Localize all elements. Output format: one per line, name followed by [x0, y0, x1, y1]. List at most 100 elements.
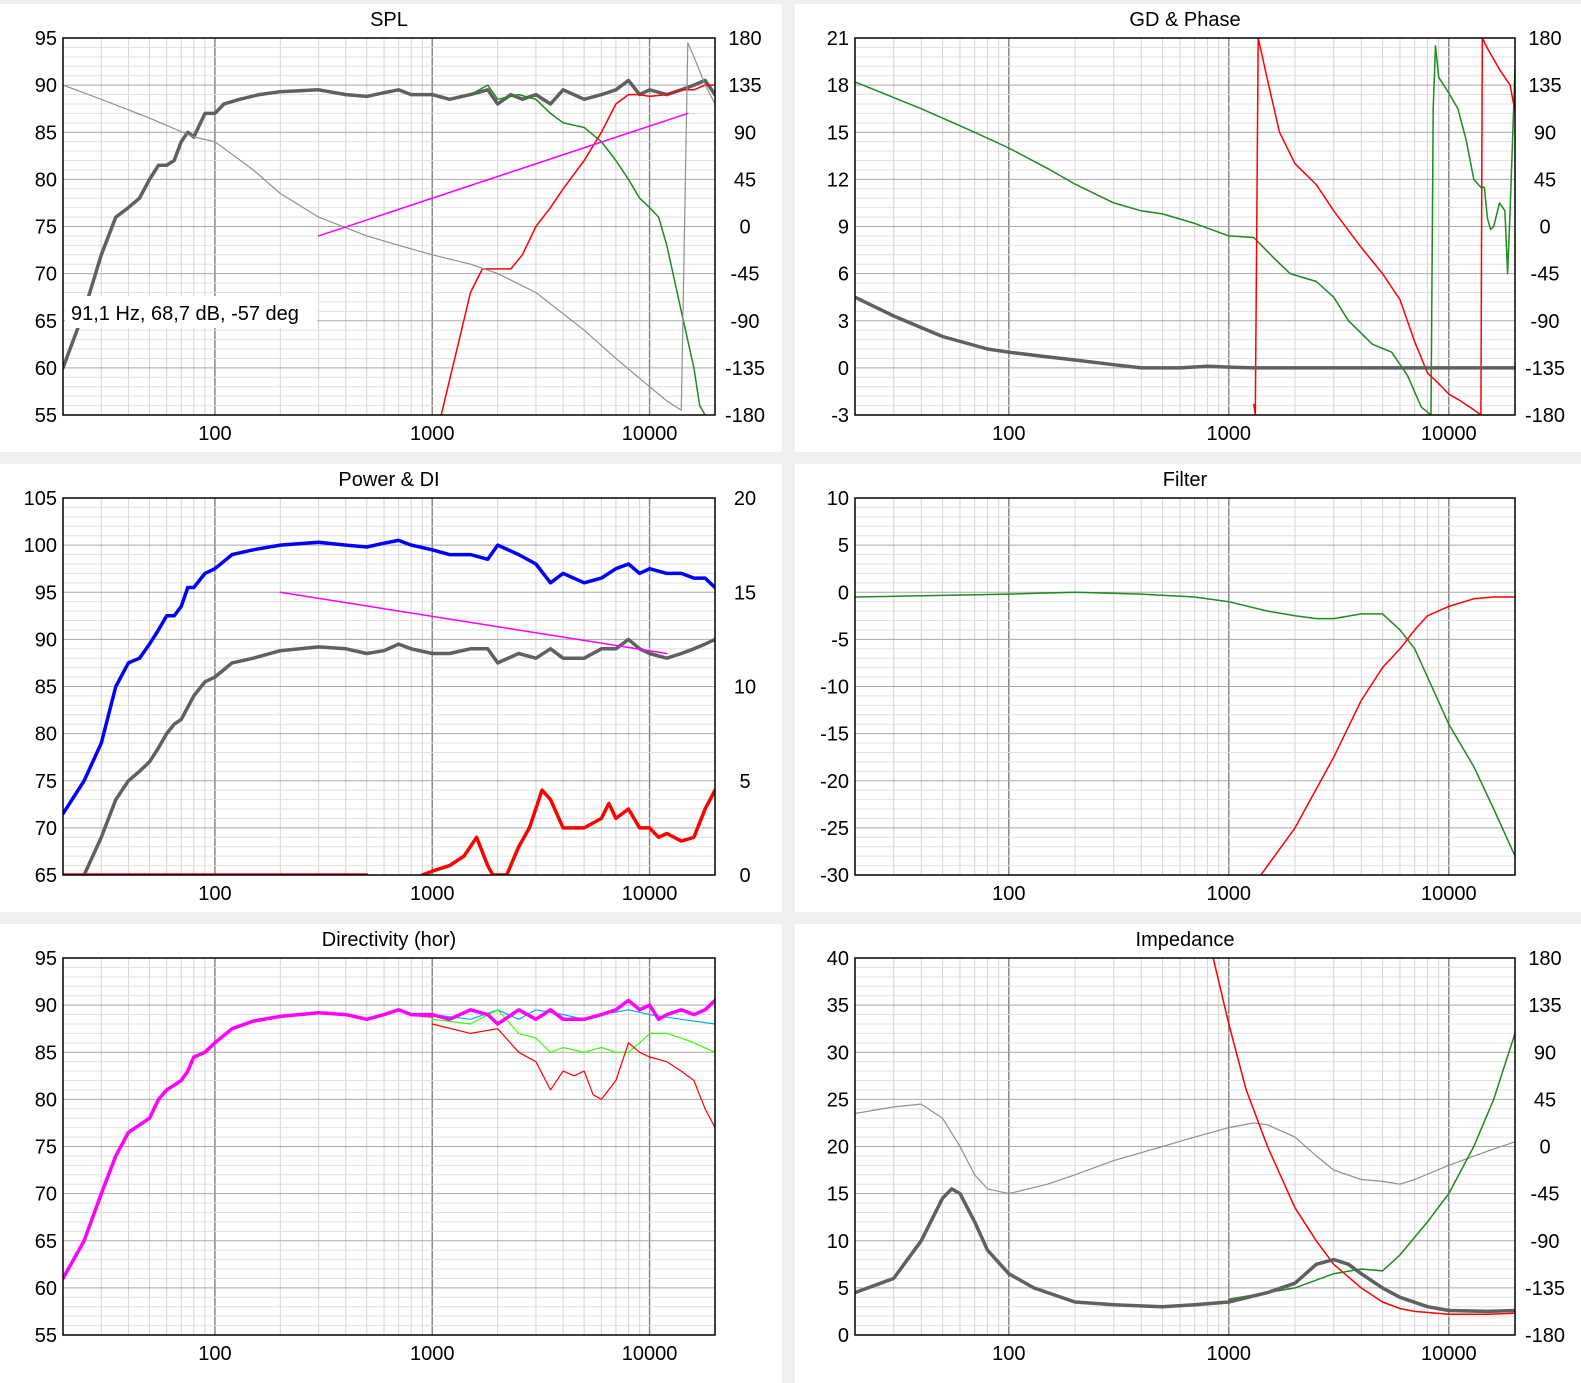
directivity-chart-svg: Directivity (hor) 95 90 85 80 75 70 65 60 55 100 10… [35, 929, 716, 1365]
series-line-0 [855, 45, 1515, 415]
y2-tick-label: -90 [1531, 311, 1560, 333]
x-tick-label: 100 [992, 423, 1025, 445]
grid [854, 497, 1516, 876]
x-tick-label: 10000 [622, 1343, 678, 1365]
y-tick-label: 55 [35, 405, 57, 427]
plot-frame [62, 497, 716, 876]
power-di-panel: Power & DI 105 100 95 90 85 80 75 70 65 20 15 10 5 0 10… [0, 464, 782, 912]
y-tick-label: -30 [820, 865, 849, 887]
y2-tick-label: 90 [734, 122, 756, 144]
series-line-0 [63, 78, 715, 370]
y-tick-label: 6 [838, 264, 849, 286]
y-tick-label: 15 [827, 1184, 849, 1206]
filter-panel: Filter 10 5 0 -5 -10 -15 -20 -25 -30 100 1000 10000 [795, 464, 1581, 912]
y-tick-label: 65 [35, 1231, 57, 1253]
y-tick-label: 90 [35, 75, 57, 97]
y-tick-label: 80 [35, 1089, 57, 1111]
directivity-panel: Directivity (hor) 95 90 85 80 75 70 65 60 55 100 10… [0, 924, 782, 1383]
filter-chart-svg: Filter 10 5 0 -5 -10 -15 -20 -25 -30 100 1000 10000 [820, 469, 1516, 905]
y2-tick-label: 0 [1539, 217, 1550, 239]
y-tick-label: 80 [35, 724, 57, 746]
readout-text: 91,1 Hz, 68,7 dB, -57 deg [71, 303, 299, 325]
y2-tick-label: 90 [1534, 1042, 1556, 1064]
y-tick-label: 60 [35, 1278, 57, 1300]
x-tick-label: 100 [992, 1343, 1025, 1365]
y-tick-label: 5 [838, 535, 849, 557]
series-line-1 [1253, 38, 1515, 415]
y-tick-label: 75 [35, 1137, 57, 1159]
chart-title: Filter [1163, 469, 1208, 491]
y-tick-label: 70 [35, 818, 57, 840]
series-line-2 [440, 84, 715, 415]
y-tick-label: 95 [35, 28, 57, 50]
curves [855, 958, 1515, 1316]
series-line-0 [63, 538, 715, 816]
y-tick-label: 25 [827, 1089, 849, 1111]
chart-title: Power & DI [338, 469, 439, 491]
series-line-3 [63, 42, 715, 411]
y2-tick-label: -45 [731, 264, 760, 286]
y-tick-label: 9 [838, 217, 849, 239]
plot-frame [854, 37, 1516, 416]
grid [854, 957, 1516, 1336]
plot-frame [854, 957, 1516, 1336]
series-line-2 [855, 295, 1515, 370]
y2-tick-label: 180 [728, 28, 761, 50]
y-tick-label: 12 [827, 169, 849, 191]
chart-title: GD & Phase [1129, 9, 1240, 31]
chart-title: SPL [370, 9, 408, 31]
y-tick-label: 0 [838, 358, 849, 380]
series-line-1 [1260, 596, 1515, 875]
y-tick-label: -5 [831, 629, 849, 651]
y2-tick-label: 5 [739, 771, 750, 793]
x-tick-label: 10000 [1421, 883, 1477, 905]
y2-tick-label: 90 [1534, 122, 1556, 144]
y-tick-label: 90 [35, 995, 57, 1017]
plot-frame [62, 37, 716, 416]
y2-tick-label: -135 [1525, 1278, 1565, 1300]
y-tick-label: 55 [35, 1325, 57, 1347]
curves [63, 538, 715, 875]
series-line-1 [431, 1009, 715, 1053]
x-tick-label: 1000 [410, 423, 455, 445]
y-tick-label: -20 [820, 771, 849, 793]
y-tick-label: 80 [35, 169, 57, 191]
x-tick-label: 100 [198, 883, 231, 905]
y2-tick-label: -180 [1525, 1325, 1565, 1347]
series-line-1 [82, 637, 715, 875]
grid [854, 37, 1516, 416]
plot-frame [62, 957, 716, 1336]
power-di-chart-svg: Power & DI105100959085807570652015105010… [24, 469, 757, 905]
readout-box [65, 296, 317, 328]
y2-tick-label: -180 [725, 405, 765, 427]
series-line-2 [1228, 1032, 1515, 1300]
chart-title: Impedance [1136, 929, 1235, 951]
x-tick-label: 100 [198, 423, 231, 445]
y2-tick-label: -180 [1525, 405, 1565, 427]
y2-tick-label: 135 [1528, 995, 1561, 1017]
x-tick-label: 100 [198, 1343, 231, 1365]
y-tick-label: 20 [827, 1137, 849, 1159]
cursor-readout: 91,1 Hz, 68,7 dB, -57 deg [65, 296, 317, 328]
curves [855, 38, 1515, 415]
y-tick-label: 85 [35, 677, 57, 699]
gd-phase-panel: GD & Phase 21 18 15 12 9 6 3 0 -3 180 135 90 45 0 -45 -9… [795, 4, 1581, 452]
series-line-2 [431, 1023, 715, 1129]
x-tick-label: 1000 [410, 883, 455, 905]
y-tick-label: 0 [838, 1325, 849, 1347]
y-tick-label: 75 [35, 771, 57, 793]
y2-tick-label: 0 [739, 865, 750, 887]
y2-tick-label: 45 [734, 169, 756, 191]
y-tick-label: 21 [827, 28, 849, 50]
y2-tick-label: 180 [1528, 28, 1561, 50]
x-tick-label: 10000 [622, 883, 678, 905]
y-tick-label: 75 [35, 217, 57, 239]
y-tick-label: 40 [827, 948, 849, 970]
chart-title: Directivity (hor) [322, 929, 456, 951]
y2-tick-label: 45 [1534, 1089, 1556, 1111]
y2-tick-label: 180 [1528, 948, 1561, 970]
y2-tick-label: -90 [731, 311, 760, 333]
y-tick-label: 18 [827, 75, 849, 97]
series-line-4 [63, 998, 715, 1281]
y2-tick-label: 135 [1528, 75, 1561, 97]
